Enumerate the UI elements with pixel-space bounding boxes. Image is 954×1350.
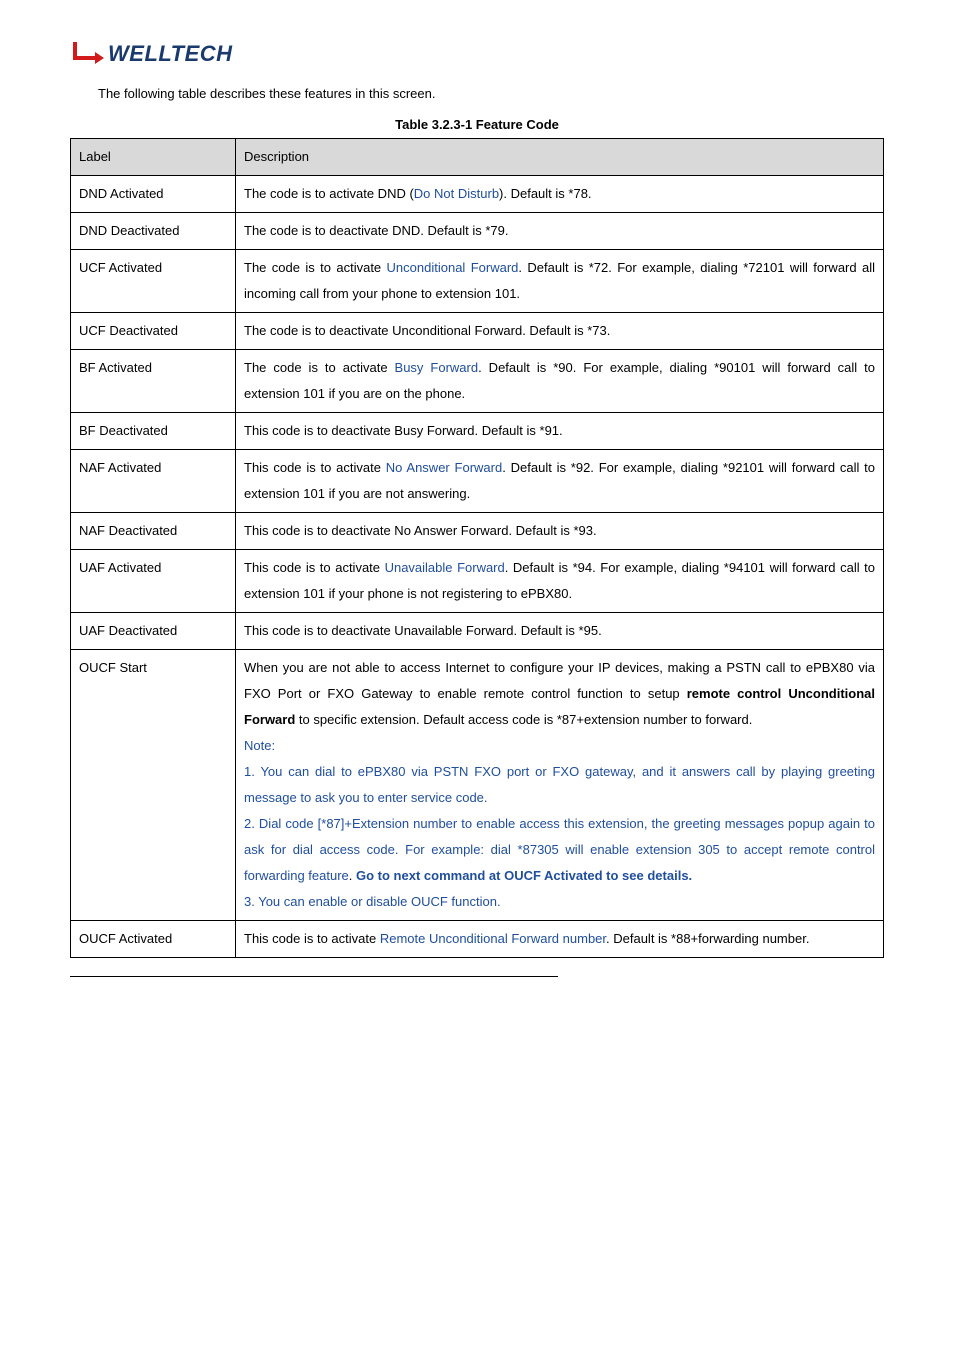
row-label: BF Activated <box>71 350 236 413</box>
row-label: NAF Activated <box>71 450 236 513</box>
arrow-icon <box>70 40 104 68</box>
row-desc: This code is to activate No Answer Forwa… <box>236 450 884 513</box>
row-label: DND Deactivated <box>71 213 236 250</box>
table-row: OUCF Start When you are not able to acce… <box>71 650 884 921</box>
row-desc: This code is to activate Unavailable For… <box>236 550 884 613</box>
row-label: UCF Activated <box>71 250 236 313</box>
table-row: UAF Activated This code is to activate U… <box>71 550 884 613</box>
row-label: UAF Deactivated <box>71 613 236 650</box>
header-label: Label <box>71 139 236 176</box>
row-desc: This code is to deactivate Unavailable F… <box>236 613 884 650</box>
row-label: NAF Deactivated <box>71 513 236 550</box>
row-desc: This code is to deactivate Busy Forward.… <box>236 413 884 450</box>
logo-text: WELLTECH <box>108 41 233 67</box>
table-row: NAF Deactivated This code is to deactiva… <box>71 513 884 550</box>
intro-text: The following table describes these feat… <box>98 86 884 101</box>
row-label: OUCF Start <box>71 650 236 921</box>
row-label: OUCF Activated <box>71 921 236 958</box>
row-desc: This code is to activate Remote Uncondit… <box>236 921 884 958</box>
table-row: UAF Deactivated This code is to deactiva… <box>71 613 884 650</box>
row-label: BF Deactivated <box>71 413 236 450</box>
row-label: UCF Deactivated <box>71 313 236 350</box>
row-label: DND Activated <box>71 176 236 213</box>
table-row: DND Deactivated The code is to deactivat… <box>71 213 884 250</box>
row-desc: When you are not able to access Internet… <box>236 650 884 921</box>
footer-rule <box>70 976 558 977</box>
table-row: BF Activated The code is to activate Bus… <box>71 350 884 413</box>
row-desc: The code is to activate DND (Do Not Dist… <box>236 176 884 213</box>
row-desc: This code is to deactivate No Answer For… <box>236 513 884 550</box>
row-desc: The code is to deactivate DND. Default i… <box>236 213 884 250</box>
header-desc: Description <box>236 139 884 176</box>
table-row: NAF Activated This code is to activate N… <box>71 450 884 513</box>
row-desc: The code is to activate Unconditional Fo… <box>236 250 884 313</box>
table-row: UCF Deactivated The code is to deactivat… <box>71 313 884 350</box>
table-row: DND Activated The code is to activate DN… <box>71 176 884 213</box>
table-row: OUCF Activated This code is to activate … <box>71 921 884 958</box>
feature-code-table: Label Description DND Activated The code… <box>70 138 884 958</box>
table-header-row: Label Description <box>71 139 884 176</box>
table-caption: Table 3.2.3-1 Feature Code <box>70 117 884 132</box>
row-label: UAF Activated <box>71 550 236 613</box>
row-desc: The code is to activate Busy Forward. De… <box>236 350 884 413</box>
table-row: BF Deactivated This code is to deactivat… <box>71 413 884 450</box>
table-row: UCF Activated The code is to activate Un… <box>71 250 884 313</box>
logo: WELLTECH <box>70 40 884 68</box>
row-desc: The code is to deactivate Unconditional … <box>236 313 884 350</box>
